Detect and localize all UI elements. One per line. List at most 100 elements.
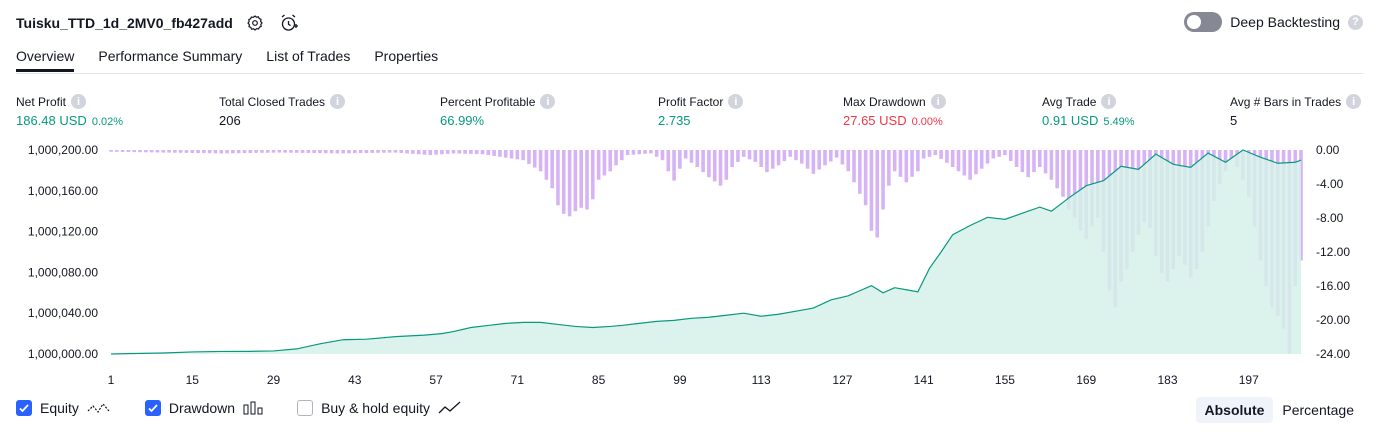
drawdown-bar xyxy=(213,150,218,154)
left-axis-tick-label: 1,000,040.00 xyxy=(28,306,98,320)
drawdown-bar xyxy=(840,150,845,165)
drawdown-bar xyxy=(335,150,340,154)
drawdown-bar xyxy=(974,150,978,175)
tab-performance-summary[interactable]: Performance Summary xyxy=(98,48,243,64)
stat-avg-trade: Avg Trade i 0.91 USD 5.49% xyxy=(1042,94,1135,128)
drawdown-bar xyxy=(132,150,137,153)
drawdown-bar xyxy=(904,150,909,183)
drawdown-bar xyxy=(463,150,467,154)
drawdown-bar xyxy=(712,150,717,182)
stat-percent: 0.00% xyxy=(911,116,943,128)
drawdown-bar xyxy=(382,150,386,153)
drawdown-bar xyxy=(167,150,171,153)
drawdown-bar xyxy=(405,150,409,154)
drawdown-bar xyxy=(277,150,282,153)
drawdown-bar xyxy=(300,150,305,153)
x-axis-tick-label: 197 xyxy=(1239,373,1259,387)
drawdown-bar xyxy=(1037,150,1042,167)
legend-equity[interactable]: Equity xyxy=(16,400,111,416)
legend-buy-hold[interactable]: Buy & hold equity xyxy=(297,400,462,416)
drawdown-bar xyxy=(515,150,520,160)
x-axis-tick-label: 57 xyxy=(429,373,443,387)
tab-list-of-trades[interactable]: List of Trades xyxy=(266,48,351,64)
stat-label: Profit Factor xyxy=(658,94,724,109)
drawdown-bar xyxy=(1061,150,1065,197)
tab-bar: Overview Performance Summary List of Tra… xyxy=(16,48,438,72)
drawdown-bar xyxy=(521,150,525,161)
x-axis-tick-label: 155 xyxy=(995,373,1015,387)
legend-drawdown[interactable]: Drawdown xyxy=(144,400,263,416)
stat-label: Percent Profitable xyxy=(440,94,536,109)
drawdown-bar xyxy=(573,150,578,212)
drawdown-checkbox[interactable] xyxy=(144,400,161,416)
info-icon[interactable]: i xyxy=(728,94,744,109)
absolute-option[interactable]: Absolute xyxy=(1195,397,1274,423)
info-icon[interactable]: i xyxy=(930,94,946,109)
drawdown-bar xyxy=(138,150,142,153)
stat-profit-factor: Profit Factor i 2.735 xyxy=(658,94,744,128)
drawdown-bar xyxy=(683,150,688,159)
tab-divider xyxy=(16,73,1363,74)
drawdown-bar xyxy=(312,150,316,154)
drawdown-bar xyxy=(109,150,113,152)
drawdown-bar xyxy=(933,150,938,156)
drawdown-bar xyxy=(306,150,311,153)
drawdown-bar xyxy=(1003,150,1007,156)
stat-value: 206 xyxy=(219,113,241,128)
tab-properties[interactable]: Properties xyxy=(374,48,439,64)
drawdown-bar xyxy=(817,150,821,170)
equity-line xyxy=(110,149,1302,355)
stat-value: 2.735 xyxy=(658,113,691,128)
drawdown-bar xyxy=(672,150,676,181)
drawdown-bar xyxy=(271,150,276,153)
drawdown-bar xyxy=(184,150,189,153)
add-alert-clock-icon[interactable] xyxy=(279,13,299,33)
settings-gear-icon[interactable] xyxy=(245,13,265,33)
stat-label: Net Profit xyxy=(16,94,67,109)
drawdown-bar xyxy=(858,150,862,194)
drawdown-bar xyxy=(585,150,589,210)
drawdown-bar xyxy=(950,150,955,167)
drawdown-bar xyxy=(968,150,972,180)
drawdown-bar xyxy=(625,150,630,156)
percentage-option[interactable]: Percentage xyxy=(1282,402,1354,418)
drawdown-bar xyxy=(1032,150,1036,173)
left-axis-tick-label: 1,000,120.00 xyxy=(28,225,98,239)
info-icon[interactable]: i xyxy=(71,94,87,109)
info-icon[interactable]: i xyxy=(1346,94,1362,109)
drawdown-bar xyxy=(643,150,647,154)
info-icon[interactable]: i xyxy=(1101,94,1117,109)
stat-percent: 0.02% xyxy=(91,116,124,128)
stat-max-drawdown: Max Drawdown i 27.65 USD 0.00% xyxy=(843,94,946,128)
tab-overview[interactable]: Overview xyxy=(16,48,75,72)
drawdown-bar xyxy=(887,150,891,186)
drawdown-bar xyxy=(1067,150,1071,210)
drawdown-bar xyxy=(736,150,740,162)
buy-hold-checkbox[interactable] xyxy=(297,400,314,416)
legend-label: Equity xyxy=(40,400,79,416)
info-icon[interactable]: i xyxy=(540,94,556,109)
drawdown-bar xyxy=(1026,150,1030,178)
equity-checkbox[interactable] xyxy=(16,400,32,416)
deep-backtesting-label: Deep Backtesting xyxy=(1230,14,1340,30)
drawdown-bar xyxy=(1043,150,1048,174)
drawdown-bar xyxy=(248,150,253,153)
drawdown-bar xyxy=(457,150,462,154)
x-axis-tick-label: 43 xyxy=(348,373,362,387)
drawdown-bar xyxy=(794,150,798,161)
info-icon[interactable]: i xyxy=(330,94,346,109)
drawdown-bar xyxy=(753,150,758,162)
legend-label: Drawdown xyxy=(168,400,236,416)
deep-backtesting-toggle[interactable] xyxy=(1184,12,1223,32)
drawdown-bar xyxy=(863,150,868,206)
drawdown-bar xyxy=(921,150,926,159)
drawdown-bar xyxy=(916,150,920,172)
stat-value: 5 xyxy=(1230,113,1238,128)
stat-label: Max Drawdown xyxy=(843,94,926,109)
x-axis-tick-label: 1 xyxy=(108,373,115,387)
deep-backtesting-help-icon[interactable]: ? xyxy=(1348,14,1363,30)
stat-percent-profitable: Percent Profitable i 66.99% xyxy=(440,94,556,128)
drawdown-bar xyxy=(730,150,734,167)
x-axis-tick-label: 99 xyxy=(673,373,687,387)
equity-drawdown-chart[interactable]: 1,000,000.00 1,000,040.00 1,000,080.00 1,00… xyxy=(0,136,1379,394)
